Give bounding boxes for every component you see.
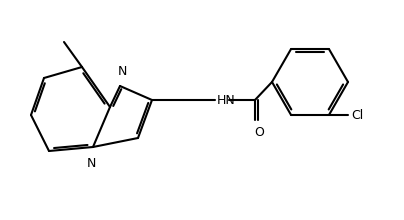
Text: HN: HN [217, 95, 236, 108]
Text: O: O [254, 126, 264, 139]
Text: N: N [117, 65, 127, 78]
Text: Cl: Cl [351, 109, 363, 122]
Text: N: N [86, 157, 96, 170]
